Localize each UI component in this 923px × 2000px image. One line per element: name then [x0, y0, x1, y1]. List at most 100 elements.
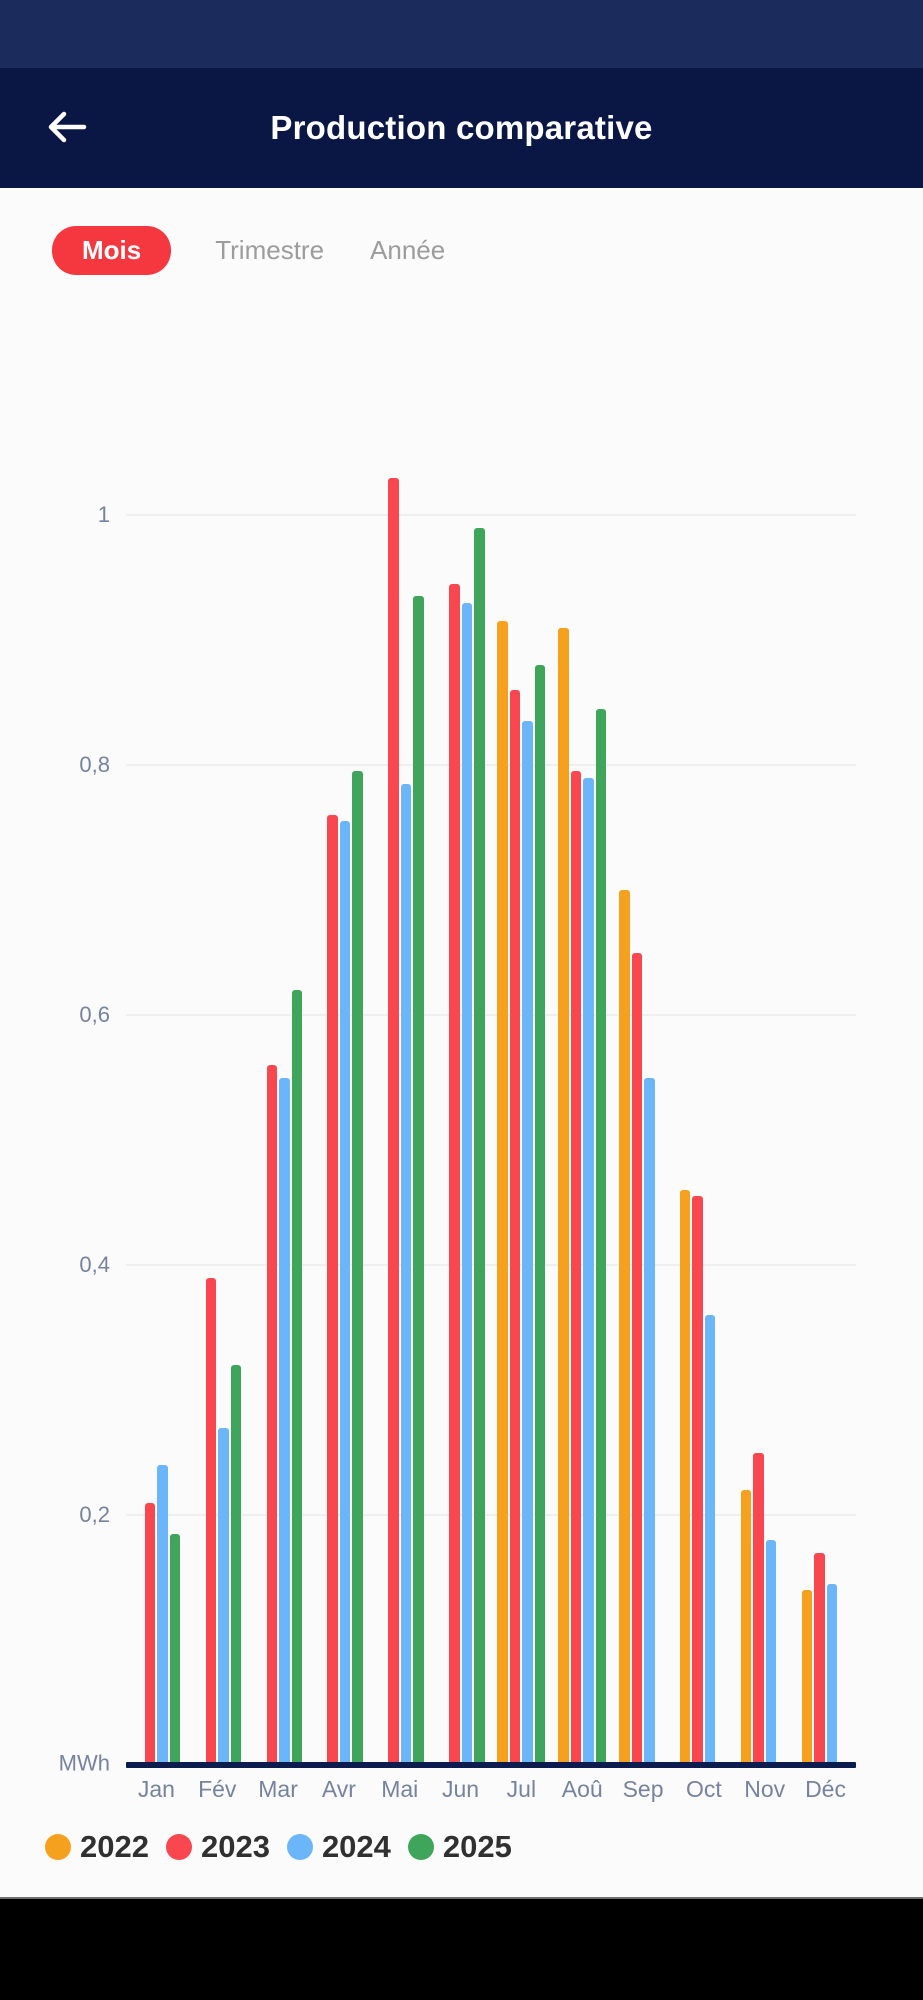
back-button[interactable]	[32, 68, 102, 188]
x-axis-label-mar: Mar	[258, 1776, 298, 1802]
x-axis-label-déc: Déc	[805, 1776, 846, 1802]
bar-group-jan	[126, 440, 187, 1765]
bar-2022-nov[interactable]	[740, 1490, 752, 1765]
bar-2023-fév[interactable]	[205, 1277, 217, 1765]
legend-dot-2022	[45, 1834, 71, 1860]
bar-group-fév	[187, 440, 248, 1765]
legend-label-2022: 2022	[80, 1829, 149, 1864]
x-axis-label-fév: Fév	[198, 1776, 237, 1802]
legend-dot-2023	[165, 1834, 192, 1860]
bar-2025-jan[interactable]	[169, 1533, 181, 1765]
bar-2024-aoû[interactable]	[583, 777, 594, 1765]
bar-2023-avr[interactable]	[327, 815, 338, 1765]
bar-2025-mar[interactable]	[291, 990, 303, 1765]
bar-2024-fév[interactable]	[218, 1427, 229, 1765]
bar-2023-aoû[interactable]	[570, 771, 582, 1765]
period-tabs: Mois Trimestre Année	[52, 226, 447, 275]
x-axis-baseline	[126, 1762, 856, 1768]
x-axis-label-mai: Mai	[381, 1776, 419, 1802]
system-navigation-area	[0, 1897, 923, 2000]
bar-2022-oct[interactable]	[679, 1190, 691, 1765]
legend-item-2024[interactable]: 2024	[286, 1829, 391, 1865]
bar-group-jul	[491, 440, 552, 1765]
tab-trimestre[interactable]: Trimestre	[213, 227, 326, 274]
bar-2024-mai[interactable]	[400, 783, 412, 1765]
bar-2025-mai[interactable]	[413, 596, 424, 1765]
bar-2024-déc[interactable]	[826, 1583, 838, 1765]
bar-group-nov	[734, 440, 795, 1765]
gridline	[126, 1514, 856, 1517]
bar-2023-jun[interactable]	[449, 583, 460, 1765]
gridline	[126, 514, 856, 516]
x-axis-label-avr: Avr	[321, 1776, 356, 1802]
x-axis-label-aoû: Aoû	[561, 1776, 603, 1802]
bar-group-aoû	[552, 440, 613, 1765]
bar-groups	[126, 440, 856, 1765]
bar-2023-mai[interactable]	[388, 477, 399, 1765]
bar-group-avr	[308, 440, 369, 1765]
bar-2022-sep[interactable]	[619, 890, 630, 1765]
bar-group-mai	[369, 440, 430, 1765]
bar-2024-jan[interactable]	[157, 1465, 168, 1765]
bar-2023-nov[interactable]	[753, 1452, 764, 1765]
legend-dot-2024	[286, 1834, 313, 1860]
status-bar	[0, 0, 923, 68]
bar-group-mar	[248, 440, 309, 1765]
y-axis-tick-label: 0,6	[79, 1002, 110, 1027]
chart-plot: MWh Jan Fév Mar Avr Mai Jun Jul Aoû Sep Oct Nov Déc…	[59, 440, 856, 1802]
x-axis-label-jul: Jul	[506, 1776, 537, 1802]
legend-label-2025: 2025	[442, 1829, 512, 1864]
bar-group-oct	[673, 440, 734, 1765]
bar-2025-jun[interactable]	[474, 527, 485, 1765]
content-area: Mois Trimestre Année MWh Jan Fév Mar Avr Mai…	[0, 188, 923, 1897]
bar-2024-oct[interactable]	[704, 1315, 716, 1765]
bar-2025-jul[interactable]	[534, 665, 546, 1765]
legend-label-2023: 2023	[200, 1829, 270, 1864]
x-axis-labels: Jan Fév Mar Avr Mai Jun Jul Aoû Sep Oct Nov Déc	[126, 1776, 856, 1803]
bar-group-jun	[430, 440, 491, 1765]
arrow-left-icon	[46, 109, 88, 148]
legend-label-2024: 2024	[321, 1829, 391, 1864]
x-axis-label-sep: Sep	[622, 1776, 664, 1802]
bar-2024-jun[interactable]	[461, 602, 473, 1765]
bar-2022-déc[interactable]	[801, 1590, 813, 1765]
bar-2022-jul[interactable]	[497, 621, 508, 1765]
bar-2025-fév[interactable]	[230, 1365, 242, 1765]
legend-dot-2025	[407, 1834, 434, 1860]
bar-2023-mar[interactable]	[266, 1065, 278, 1765]
x-axis-label-jun: Jun	[442, 1776, 480, 1802]
bar-2023-jul[interactable]	[509, 690, 521, 1765]
gridline	[126, 1264, 856, 1267]
y-axis-tick-label: 0,8	[79, 752, 110, 778]
bar-2023-oct[interactable]	[692, 1196, 703, 1765]
x-axis-label-oct: Oct	[685, 1776, 722, 1802]
bar-2024-sep[interactable]	[644, 1077, 655, 1765]
bar-2024-avr[interactable]	[339, 821, 351, 1765]
app-bar: Production comparative	[0, 68, 923, 188]
bar-2023-jan[interactable]	[144, 1502, 156, 1765]
bar-2024-jul[interactable]	[522, 721, 533, 1765]
bar-2025-avr[interactable]	[352, 771, 363, 1765]
bar-2024-mar[interactable]	[279, 1077, 290, 1765]
bar-2023-déc[interactable]	[814, 1552, 825, 1765]
bar-2024-nov[interactable]	[765, 1540, 777, 1765]
legend-item-2025[interactable]: 2025	[407, 1829, 512, 1865]
gridline	[126, 1014, 856, 1016]
bar-2023-sep[interactable]	[631, 952, 643, 1765]
y-axis-tick-label: 0,2	[79, 1502, 110, 1528]
x-axis-label-jan: Jan	[137, 1776, 175, 1802]
gridline	[126, 764, 856, 767]
y-axis-unit-label: MWh	[58, 1750, 110, 1776]
y-axis-tick-label: 0,4	[79, 1252, 110, 1278]
x-axis-label-nov: Nov	[744, 1776, 786, 1802]
legend-item-2022[interactable]: 2022	[45, 1829, 149, 1865]
bar-2022-aoû[interactable]	[558, 627, 569, 1765]
bar-2025-aoû[interactable]	[595, 708, 607, 1765]
bar-group-sep	[613, 440, 674, 1765]
page-title: Production comparative	[270, 109, 653, 146]
tab-mois[interactable]: Mois	[52, 226, 172, 275]
tab-annee[interactable]: Année	[368, 227, 447, 274]
bar-group-déc	[795, 440, 856, 1765]
y-axis-tick-label: 1	[97, 502, 110, 527]
legend-item-2023[interactable]: 2023	[165, 1829, 270, 1865]
